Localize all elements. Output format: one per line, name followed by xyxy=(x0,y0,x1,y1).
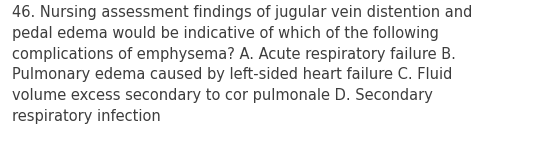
Text: 46. Nursing assessment findings of jugular vein distention and
pedal edema would: 46. Nursing assessment findings of jugul… xyxy=(12,5,473,124)
